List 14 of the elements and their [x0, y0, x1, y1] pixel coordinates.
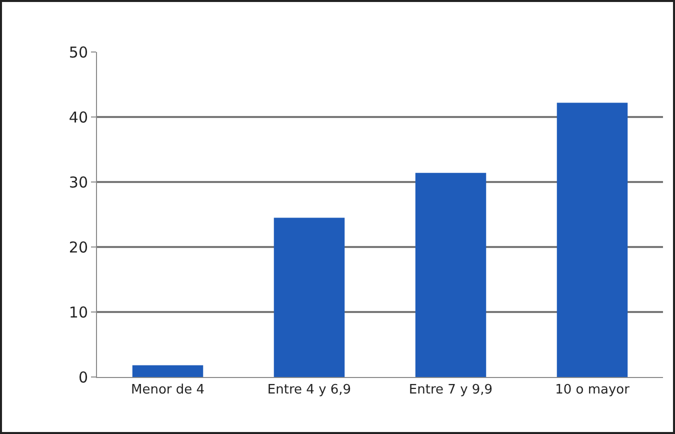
y-tick-label: 30: [68, 173, 88, 192]
bar: [556, 102, 628, 377]
y-tick-label: 10: [68, 303, 88, 322]
y-tick-label: 40: [68, 108, 88, 126]
bar: [132, 365, 204, 377]
bar: [274, 218, 345, 377]
x-tick-label: Entre 7 y 9,9: [408, 382, 493, 398]
x-tick-label: Entre 4 y 6,9: [267, 382, 352, 398]
x-tick-label: Menor de 4: [130, 382, 205, 398]
bar: [415, 172, 486, 377]
x-tick-label: 10 o mayor: [555, 382, 630, 398]
y-tick-label: 0: [78, 368, 88, 386]
y-tick-label: 50: [68, 43, 88, 62]
y-tick-label: 20: [68, 238, 88, 256]
